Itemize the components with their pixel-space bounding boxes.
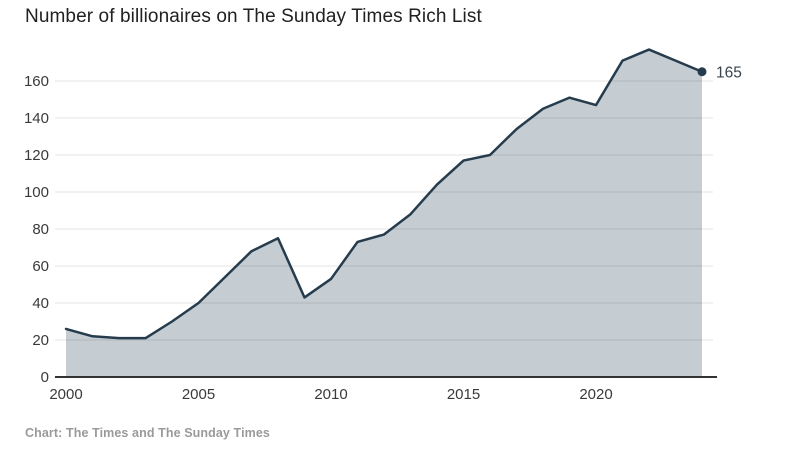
x-tick-label: 2000: [49, 386, 82, 403]
page-title: Number of billionaires on The Sunday Tim…: [25, 6, 482, 27]
series-line: [64, 48, 704, 340]
x-tick-label: 2015: [447, 386, 480, 403]
y-tick-label: 60: [32, 258, 49, 275]
area-fill: [66, 49, 702, 378]
y-tick-label: 0: [41, 369, 49, 386]
y-tick-label: 160: [24, 73, 49, 90]
y-tick-label: 20: [32, 332, 49, 349]
end-point-label: 165: [716, 64, 742, 81]
y-tick-label: 80: [32, 221, 49, 238]
x-tick-label: 2020: [579, 386, 612, 403]
y-tick-label: 120: [24, 147, 49, 164]
chart-source: Chart: The Times and The Sunday Times: [25, 426, 270, 440]
y-tick-label: 40: [32, 295, 49, 312]
x-tick-label: 2010: [314, 386, 347, 403]
end-point-dot: [697, 67, 707, 77]
y-tick-label: 140: [24, 110, 49, 127]
x-tick-label: 2005: [182, 386, 215, 403]
y-tick-label: 100: [24, 184, 49, 201]
